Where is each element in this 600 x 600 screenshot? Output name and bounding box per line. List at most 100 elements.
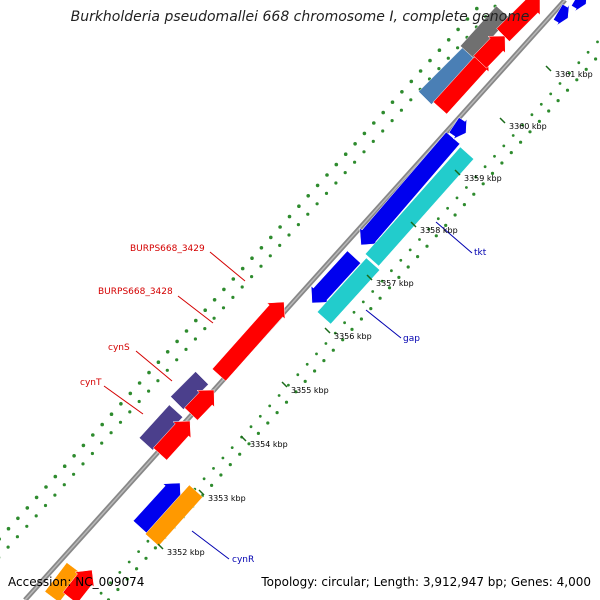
- gc-dot: [184, 347, 188, 351]
- gc-dot: [256, 431, 260, 435]
- gc-dot: [249, 425, 253, 429]
- gc-dot: [43, 503, 48, 508]
- gc-dot: [596, 40, 599, 44]
- gc-dot: [456, 46, 460, 50]
- red-callouts: [103, 251, 246, 415]
- callout-gap: [365, 309, 402, 339]
- gene-tkt: [364, 146, 475, 267]
- gc-dot: [381, 129, 385, 133]
- gc-dot: [324, 191, 329, 195]
- gc-dot: [203, 327, 207, 331]
- gc-dot: [0, 537, 1, 541]
- gc-dot: [406, 265, 410, 269]
- label-cynT: cynT: [80, 378, 102, 388]
- gc-dot: [333, 331, 337, 335]
- gene-blue-corner-2: [571, 0, 587, 12]
- gc-dot: [397, 275, 401, 279]
- gc-dot: [165, 350, 170, 354]
- gc-dot: [219, 473, 223, 477]
- gc-dot: [53, 493, 57, 497]
- scale-tick: [410, 221, 417, 228]
- gc-dot: [109, 412, 114, 417]
- chromosome-backbone-inner: [24, 0, 566, 600]
- gc-dot: [210, 483, 214, 487]
- gc-dot: [230, 446, 234, 449]
- gc-dot: [341, 338, 345, 342]
- gc-dot: [228, 463, 232, 467]
- gc-dot: [109, 581, 112, 585]
- gene-red-cynT-pair: [152, 420, 192, 461]
- gc-dot: [109, 431, 113, 435]
- scale-tick: [454, 169, 461, 176]
- gc-dot: [284, 400, 289, 404]
- gene-cynR: [144, 484, 204, 547]
- gc-dot: [500, 161, 504, 165]
- gc-dot: [296, 223, 300, 227]
- gc-dot: [577, 61, 581, 65]
- gc-dot: [194, 318, 198, 323]
- scale-tick: [281, 381, 288, 388]
- gc-dot: [147, 370, 151, 375]
- gc-dot: [128, 410, 132, 414]
- gc-dot: [91, 433, 95, 437]
- accession-text: Accession: NC_009074: [8, 575, 145, 589]
- gc-dot: [62, 483, 66, 487]
- scale-tick-label: 3353 kbp: [208, 494, 246, 503]
- gc-dot: [193, 337, 197, 341]
- gc-dot: [156, 379, 160, 383]
- gc-dot: [118, 571, 122, 574]
- gc-dot: [324, 342, 328, 345]
- scale-tick-label: 3360 kbp: [509, 122, 547, 131]
- gc-dot: [359, 317, 363, 321]
- gene-cynT: [138, 404, 184, 451]
- gc-dot: [586, 50, 590, 54]
- gc-dot: [269, 235, 273, 240]
- gc-dot: [465, 17, 470, 21]
- callout-cynT: [103, 385, 144, 415]
- gc-dot: [287, 233, 291, 237]
- gc-dot: [444, 223, 448, 227]
- gc-dot: [547, 109, 551, 113]
- gc-dot: [137, 399, 141, 404]
- gc-dot: [275, 411, 279, 415]
- gc-dot: [238, 452, 242, 456]
- gc-dot: [331, 348, 335, 352]
- gc-dot: [372, 121, 376, 125]
- gc-dot: [277, 394, 281, 397]
- gc-dot: [425, 244, 429, 248]
- scale-tick-label: 3359 kbp: [464, 174, 502, 183]
- gc-dot: [361, 300, 365, 304]
- blue-callouts: [191, 221, 473, 560]
- gc-dot: [287, 214, 292, 219]
- gc-dot: [278, 243, 282, 247]
- label-burps3428: BURPS668_3428: [98, 287, 173, 297]
- gc-dot: [455, 196, 459, 200]
- callout-cynS: [135, 350, 173, 382]
- gc-dot: [135, 567, 139, 571]
- gc-dot: [568, 71, 571, 75]
- topology-text: Topology: circular; Length: 3,912,947 bp…: [261, 575, 591, 589]
- gene-red-bottom-left: [62, 569, 95, 600]
- gc-dot: [137, 550, 141, 553]
- gc-dot: [6, 545, 10, 549]
- scale-tick-label: 3361 kbp: [555, 70, 593, 79]
- gc-dot: [334, 162, 339, 167]
- gc-dot: [509, 151, 513, 155]
- gc-dot: [116, 587, 120, 592]
- label-burps3429: BURPS668_3429: [130, 244, 205, 254]
- gc-dot: [493, 154, 496, 158]
- gene-gap: [316, 257, 381, 325]
- gc-dot: [266, 421, 270, 425]
- gc-dot: [437, 48, 442, 52]
- gc-dot: [184, 329, 189, 333]
- gc-dot: [350, 327, 354, 331]
- gc-dot: [537, 119, 542, 123]
- gc-dot: [343, 152, 348, 156]
- gc-dot: [549, 92, 553, 96]
- scale-tick-label: 3357 kbp: [376, 279, 414, 288]
- gc-dot: [81, 443, 86, 448]
- gc-dot: [72, 472, 76, 476]
- gc-dot: [34, 495, 39, 500]
- gc-dot: [287, 383, 290, 387]
- gc-dot: [128, 391, 133, 396]
